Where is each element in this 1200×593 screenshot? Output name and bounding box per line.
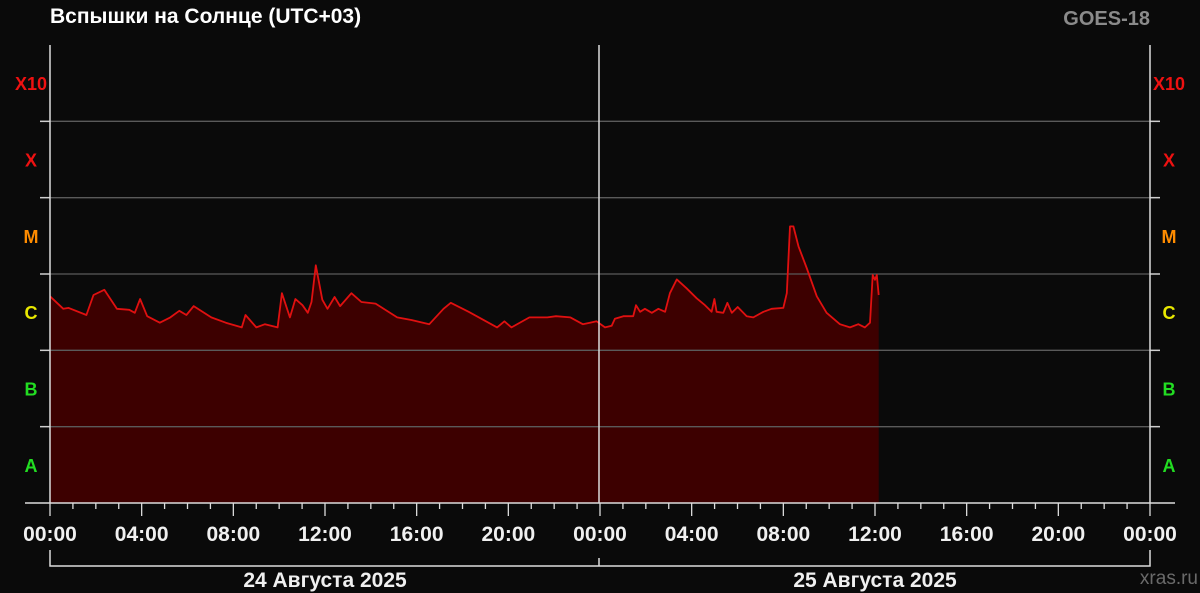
x-tick-label: 16:00 bbox=[390, 523, 444, 546]
satellite-label: GOES-18 bbox=[1063, 8, 1150, 30]
chart-title: Вспышки на Солнце (UTC+03) bbox=[50, 5, 362, 28]
x-tick-label: 04:00 bbox=[665, 523, 719, 546]
x-tick-label: 12:00 bbox=[298, 523, 352, 546]
credit-label: xras.ru bbox=[1139, 568, 1198, 589]
class-label-right: C bbox=[1163, 303, 1176, 323]
class-label-left: C bbox=[25, 303, 38, 323]
class-label-left: A bbox=[25, 456, 38, 476]
x-tick-label: 12:00 bbox=[848, 523, 902, 546]
x-tick-label: 08:00 bbox=[206, 523, 260, 546]
class-label-left: X10 bbox=[15, 74, 47, 94]
x-tick-label: 20:00 bbox=[1031, 523, 1085, 546]
x-tick-label: 16:00 bbox=[940, 523, 994, 546]
class-label-right: A bbox=[1163, 456, 1176, 476]
date-label: 25 Августа 2025 bbox=[793, 569, 957, 592]
class-label-right: M bbox=[1162, 227, 1177, 247]
x-tick-label: 00:00 bbox=[1123, 523, 1177, 546]
x-tick-label: 00:00 bbox=[573, 523, 627, 546]
class-label-right: X bbox=[1163, 151, 1175, 171]
x-tick-label: 00:00 bbox=[23, 523, 77, 546]
class-label-left: X bbox=[25, 151, 37, 171]
date-label: 24 Августа 2025 bbox=[243, 569, 407, 592]
date-bracket bbox=[49, 550, 1151, 567]
x-tick-label: 20:00 bbox=[481, 523, 535, 546]
class-label-right: X10 bbox=[1153, 74, 1185, 94]
class-label-right: B bbox=[1163, 380, 1176, 400]
flux-line bbox=[49, 225, 880, 329]
x-tick-label: 04:00 bbox=[115, 523, 169, 546]
x-tick-label: 08:00 bbox=[756, 523, 810, 546]
class-label-left: B bbox=[25, 380, 38, 400]
class-label-left: M bbox=[24, 227, 39, 247]
flux-area bbox=[50, 226, 879, 503]
